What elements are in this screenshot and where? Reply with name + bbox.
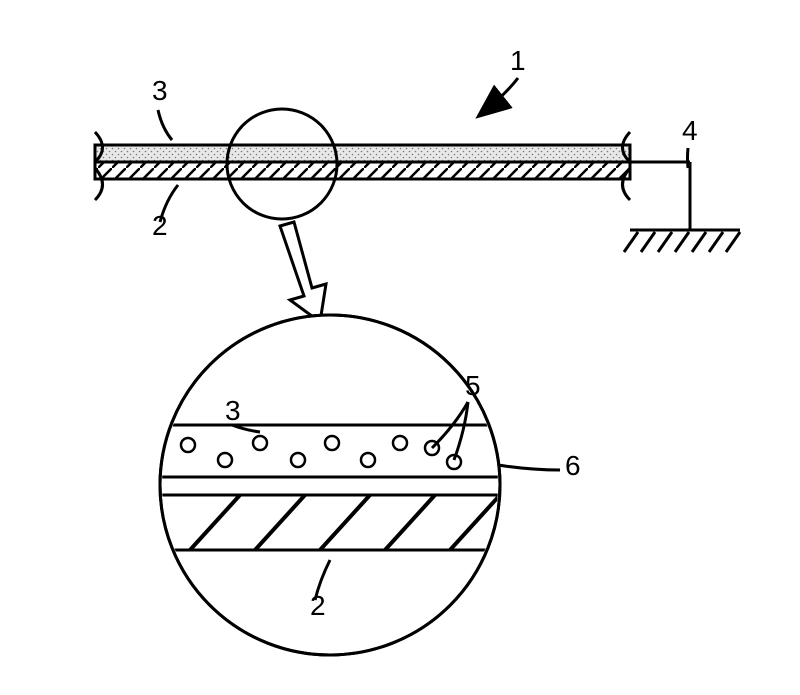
leader-3-top bbox=[158, 110, 172, 140]
leader-1 bbox=[480, 78, 518, 115]
label-2-top: 2 bbox=[152, 210, 168, 241]
layer-2-top bbox=[95, 162, 630, 179]
leader-6 bbox=[498, 465, 560, 470]
label-3-bot: 3 bbox=[225, 395, 241, 426]
label-5: 5 bbox=[465, 370, 481, 401]
detail-view bbox=[150, 315, 510, 655]
layer-3-top bbox=[95, 145, 630, 162]
zoom-arrow bbox=[280, 222, 326, 322]
label-6: 6 bbox=[565, 450, 581, 481]
label-4: 4 bbox=[682, 115, 698, 146]
diagram-svg: 1 3 4 2 5 6 3 2 bbox=[0, 0, 800, 695]
label-1: 1 bbox=[510, 45, 526, 76]
leader-4 bbox=[688, 148, 689, 168]
ground-symbol bbox=[624, 162, 740, 252]
label-3-top: 3 bbox=[152, 75, 168, 106]
label-2-bot: 2 bbox=[310, 590, 326, 621]
